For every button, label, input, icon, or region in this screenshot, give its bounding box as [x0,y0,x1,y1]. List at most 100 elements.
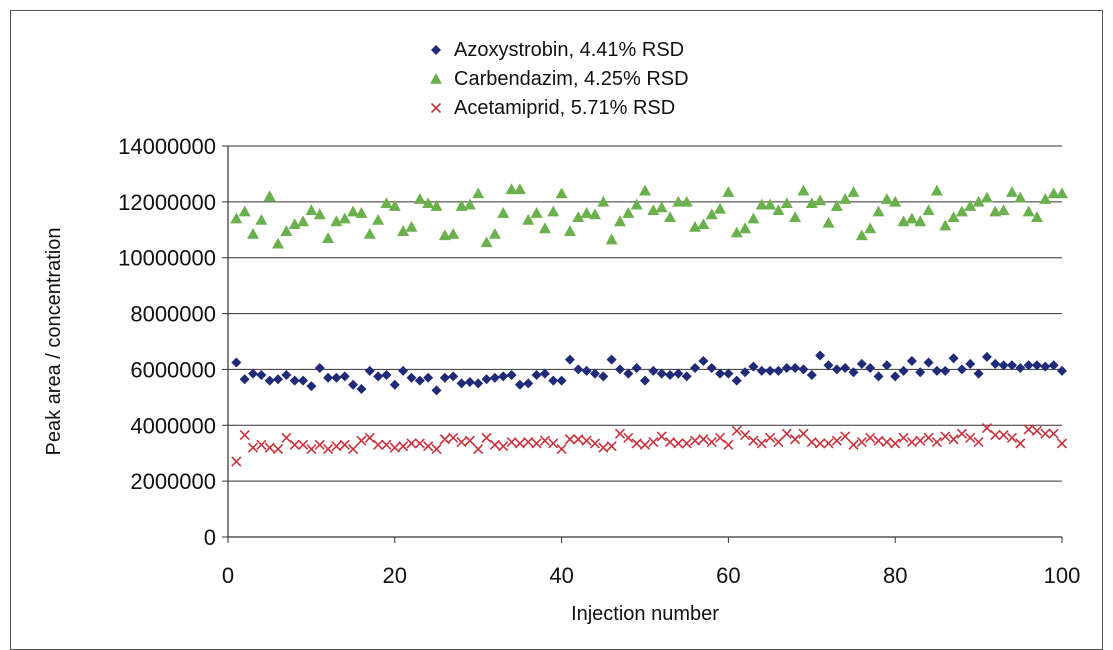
data-point [264,442,275,453]
data-point [631,438,642,449]
data-point [923,432,934,443]
data-point [373,439,384,450]
data-point [956,428,967,439]
data-point [481,432,492,443]
y-axis-title: Peak area / concentration [43,228,65,456]
data-point [281,370,292,381]
data-point [648,365,659,376]
data-point [256,370,267,381]
data-point [705,208,718,220]
data-point [348,443,359,455]
data-point [464,376,475,387]
data-point [622,207,635,218]
data-point [1040,361,1051,372]
legend-marker [431,45,441,55]
data-point [480,236,493,248]
data-point [1022,205,1035,217]
data-point [389,379,400,390]
data-point [706,436,717,448]
data-point [1006,360,1017,371]
data-point [356,383,367,394]
series-1 [231,350,1067,396]
series-2 [230,183,1068,249]
data-point [314,439,325,450]
data-point [231,456,242,467]
data-point [947,211,960,223]
data-point [289,439,300,450]
data-point [630,198,643,210]
data-point [706,363,717,374]
data-point [239,374,250,385]
data-point [313,208,326,220]
data-point [640,375,650,386]
legend-marker [430,73,442,84]
data-point [473,378,484,389]
data-point [339,371,350,382]
data-point [288,218,301,229]
data-point [990,358,1001,369]
data-point [448,432,459,443]
data-point [814,194,827,206]
data-point [723,368,734,379]
data-point [538,222,551,234]
data-point [572,211,585,223]
data-point [1006,432,1018,443]
data-point [406,438,417,449]
data-point [423,372,434,383]
data-point [681,371,692,382]
data-point [488,227,501,239]
data-point [272,443,284,455]
data-point [956,364,967,375]
data-point [497,207,510,218]
data-point [906,436,917,448]
data-point [338,212,351,224]
data-point [730,226,743,238]
data-point [831,435,842,446]
data-point [414,438,425,449]
data-point [764,198,777,210]
data-point [855,229,868,241]
data-point [648,436,659,448]
data-point [790,363,801,374]
data-point [514,379,525,390]
x-tick-labels: 0 20 40 60 80 100 [222,537,1080,588]
data-point [880,193,893,204]
data-point [613,215,626,227]
data-point [689,220,702,232]
data-point [1015,363,1026,374]
data-point [773,365,784,376]
data-point [289,375,300,386]
data-point [598,442,609,453]
data-point [873,371,884,382]
y-tick-labels: 0 2000000 4000000 6000000 8000000 10000000 120… [118,134,228,550]
data-point [948,353,959,364]
data-point [973,368,984,379]
data-point [422,197,435,209]
y-tick-label: 12000000 [118,190,216,215]
data-point [898,432,909,443]
data-point [589,368,600,379]
data-point [905,212,918,224]
data-point [247,442,259,453]
data-point [239,429,250,441]
data-point [765,432,776,443]
data-point [230,212,243,224]
x-tick-label: 20 [383,563,407,588]
y-tick-label: 4000000 [130,413,216,438]
data-point [664,211,677,223]
data-point [522,214,535,225]
data-point [989,205,1002,217]
data-point [439,434,450,445]
data-point [1023,360,1034,371]
data-point [347,205,360,217]
data-point [981,351,992,362]
data-point [773,436,784,448]
data-point [856,358,867,369]
data-point [356,435,367,446]
data-point [930,184,943,196]
data-point [447,227,460,239]
data-point [297,439,309,450]
data-point [506,436,517,448]
data-point [381,370,392,381]
data-point [563,225,576,236]
